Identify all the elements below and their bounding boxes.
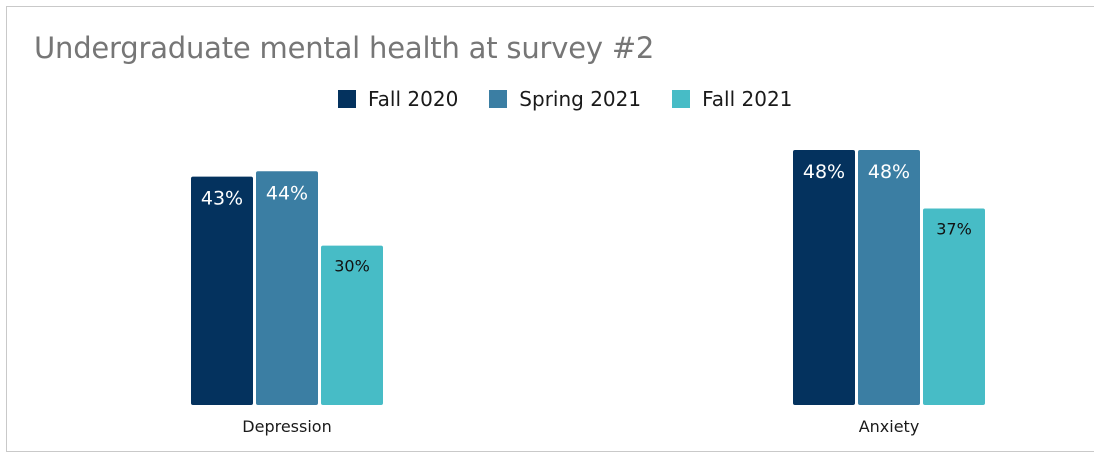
legend-item-fall-2021: Fall 2021 [672,87,792,111]
legend-item-spring-2021: Spring 2021 [489,87,641,111]
bar-anxiety-fall-2021 [923,208,985,405]
data-label-depression-fall-2021: 30% [334,257,370,276]
legend-swatch-spring-2021 [489,90,508,108]
legend-swatch-fall-2021 [672,90,691,108]
data-label-depression-spring-2021: 44% [266,182,308,204]
category-label-depression: Depression [242,417,331,436]
data-label-anxiety-spring-2021: 48% [868,161,910,183]
bar-depression-fall-2021 [321,245,383,405]
legend-label-fall-2020: Fall 2020 [368,87,459,111]
chart-legend: Fall 2020 Spring 2021 Fall 2021 [338,87,823,111]
bar-anxiety-spring-2021 [858,150,920,405]
data-label-depression-fall-2020: 43% [201,188,243,210]
legend-swatch-fall-2020 [338,90,356,108]
data-label-anxiety-fall-2020: 48% [803,161,845,183]
category-label-anxiety: Anxiety [859,417,920,436]
legend-label-fall-2021: Fall 2021 [702,87,793,111]
data-label-anxiety-fall-2021: 37% [936,219,972,238]
chart-title: Undergraduate mental health at survey #2 [34,31,655,65]
legend-label-spring-2021: Spring 2021 [519,87,642,111]
legend-item-fall-2020: Fall 2020 [338,87,458,111]
bar-depression-spring-2021 [256,171,318,405]
bar-anxiety-fall-2020 [793,150,855,405]
bar-depression-fall-2020 [191,176,253,405]
